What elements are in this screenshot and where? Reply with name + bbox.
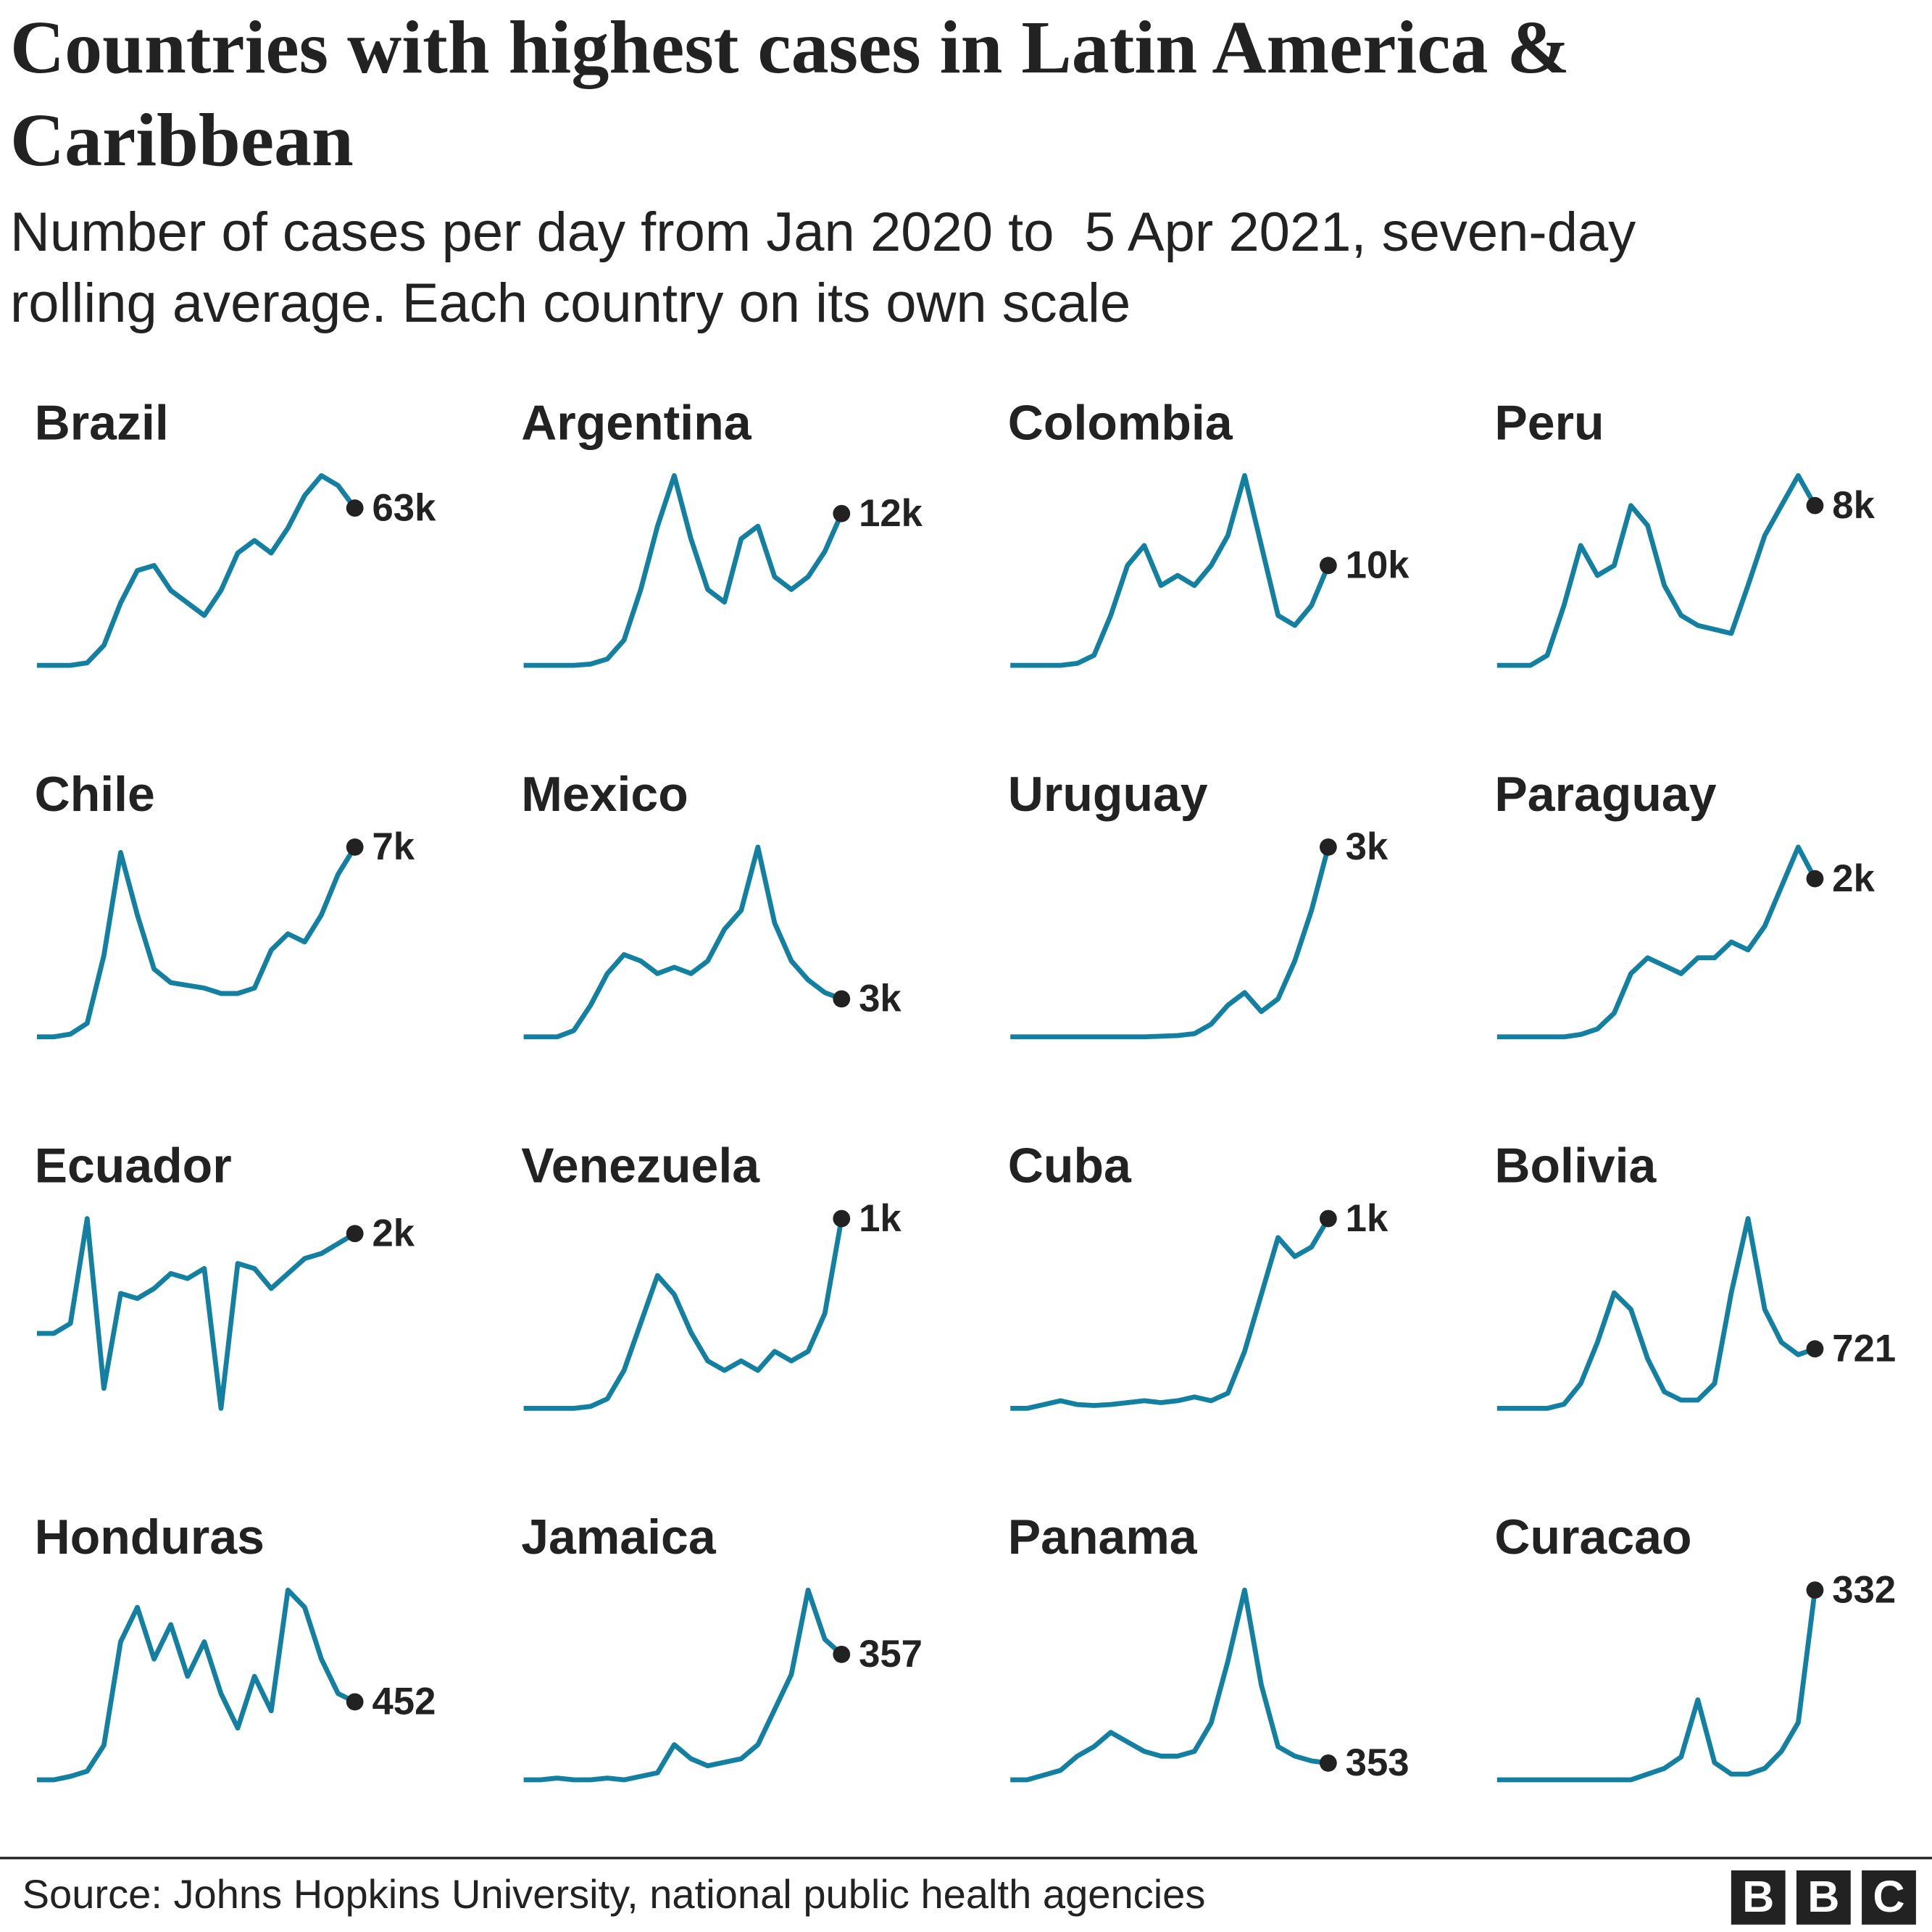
series-line bbox=[1496, 472, 1818, 668]
value-label: 2k bbox=[372, 1212, 415, 1255]
panel-title: Peru bbox=[1494, 395, 1604, 450]
panel-title: Brazil bbox=[35, 395, 169, 450]
value-label: 1k bbox=[1346, 1197, 1388, 1240]
series-line bbox=[1010, 846, 1331, 1040]
value-label: 2k bbox=[1832, 857, 1875, 900]
panel-title: Jamaica bbox=[521, 1510, 717, 1565]
value-label: 721 bbox=[1832, 1328, 1896, 1370]
value-label: 3k bbox=[1346, 825, 1388, 868]
panel-title: Bolivia bbox=[1494, 1138, 1657, 1194]
panel-title: Ecuador bbox=[35, 1138, 232, 1194]
value-label: 3k bbox=[859, 978, 902, 1020]
logo-letter: B bbox=[1742, 1872, 1774, 1921]
end-dot bbox=[833, 1209, 851, 1228]
end-dot bbox=[1319, 838, 1337, 856]
logo-box bbox=[1796, 1870, 1851, 1925]
end-dot bbox=[346, 1693, 364, 1711]
value-label: 12k bbox=[859, 492, 923, 535]
end-dot bbox=[833, 504, 851, 522]
end-dot bbox=[1806, 870, 1824, 888]
end-dot bbox=[833, 1646, 851, 1663]
panel-title: Uruguay bbox=[1008, 767, 1208, 822]
logo-letter: B bbox=[1807, 1872, 1839, 1921]
panel-title: Curacao bbox=[1494, 1510, 1691, 1565]
end-dot bbox=[833, 990, 851, 1008]
series-line bbox=[523, 844, 843, 1040]
value-label: 63k bbox=[372, 486, 436, 529]
value-label: 357 bbox=[859, 1633, 923, 1675]
series-line bbox=[1010, 1587, 1329, 1783]
panel-title: Venezuela bbox=[521, 1138, 760, 1194]
series-line bbox=[37, 472, 357, 668]
chart-title: Countries with highest cases in Latin Am… bbox=[10, 6, 1570, 182]
end-dot bbox=[346, 499, 364, 517]
logo-letter: C bbox=[1873, 1872, 1904, 1921]
end-dot bbox=[1319, 557, 1337, 575]
panel-title: Colombia bbox=[1008, 395, 1233, 450]
series-line bbox=[1010, 472, 1331, 668]
panel-title: Panama bbox=[1008, 1510, 1198, 1565]
panel-title: Honduras bbox=[35, 1510, 265, 1565]
end-dot bbox=[1319, 1209, 1337, 1228]
series-line bbox=[37, 1216, 357, 1411]
end-dot bbox=[1319, 1754, 1337, 1772]
panel-title: Paraguay bbox=[1494, 767, 1716, 822]
panel-title: Cuba bbox=[1008, 1138, 1132, 1194]
end-dot bbox=[1806, 1581, 1824, 1599]
logo-box bbox=[1731, 1870, 1786, 1925]
panel-title: Mexico bbox=[521, 767, 688, 822]
value-label: 452 bbox=[372, 1681, 436, 1723]
end-dot bbox=[1806, 1340, 1824, 1358]
end-dot bbox=[1806, 496, 1824, 515]
series-line bbox=[37, 846, 357, 1040]
series-line bbox=[523, 1587, 844, 1783]
value-label: 332 bbox=[1832, 1569, 1896, 1612]
logo-box bbox=[1862, 1870, 1916, 1925]
series-line bbox=[523, 472, 844, 668]
value-label: 353 bbox=[1346, 1741, 1410, 1784]
series-line bbox=[37, 1587, 357, 1783]
series-line bbox=[1496, 1216, 1816, 1411]
series-line bbox=[1010, 1217, 1331, 1411]
panel-title: Chile bbox=[35, 767, 155, 822]
source: Source: Johns Hopkins University, nation… bbox=[22, 1871, 1206, 1917]
panel-title: Argentina bbox=[521, 395, 752, 450]
end-dot bbox=[346, 1225, 364, 1243]
series-line bbox=[1496, 844, 1818, 1040]
value-label: 7k bbox=[372, 825, 415, 868]
value-label: 1k bbox=[859, 1197, 902, 1240]
value-label: 8k bbox=[1832, 484, 1875, 527]
end-dot bbox=[346, 838, 364, 856]
chart-subtitle: Number of cases per day from Jan 2020 to… bbox=[10, 201, 1652, 334]
series-line bbox=[1496, 1589, 1818, 1783]
series-line bbox=[523, 1217, 844, 1411]
value-label: 10k bbox=[1346, 544, 1410, 587]
